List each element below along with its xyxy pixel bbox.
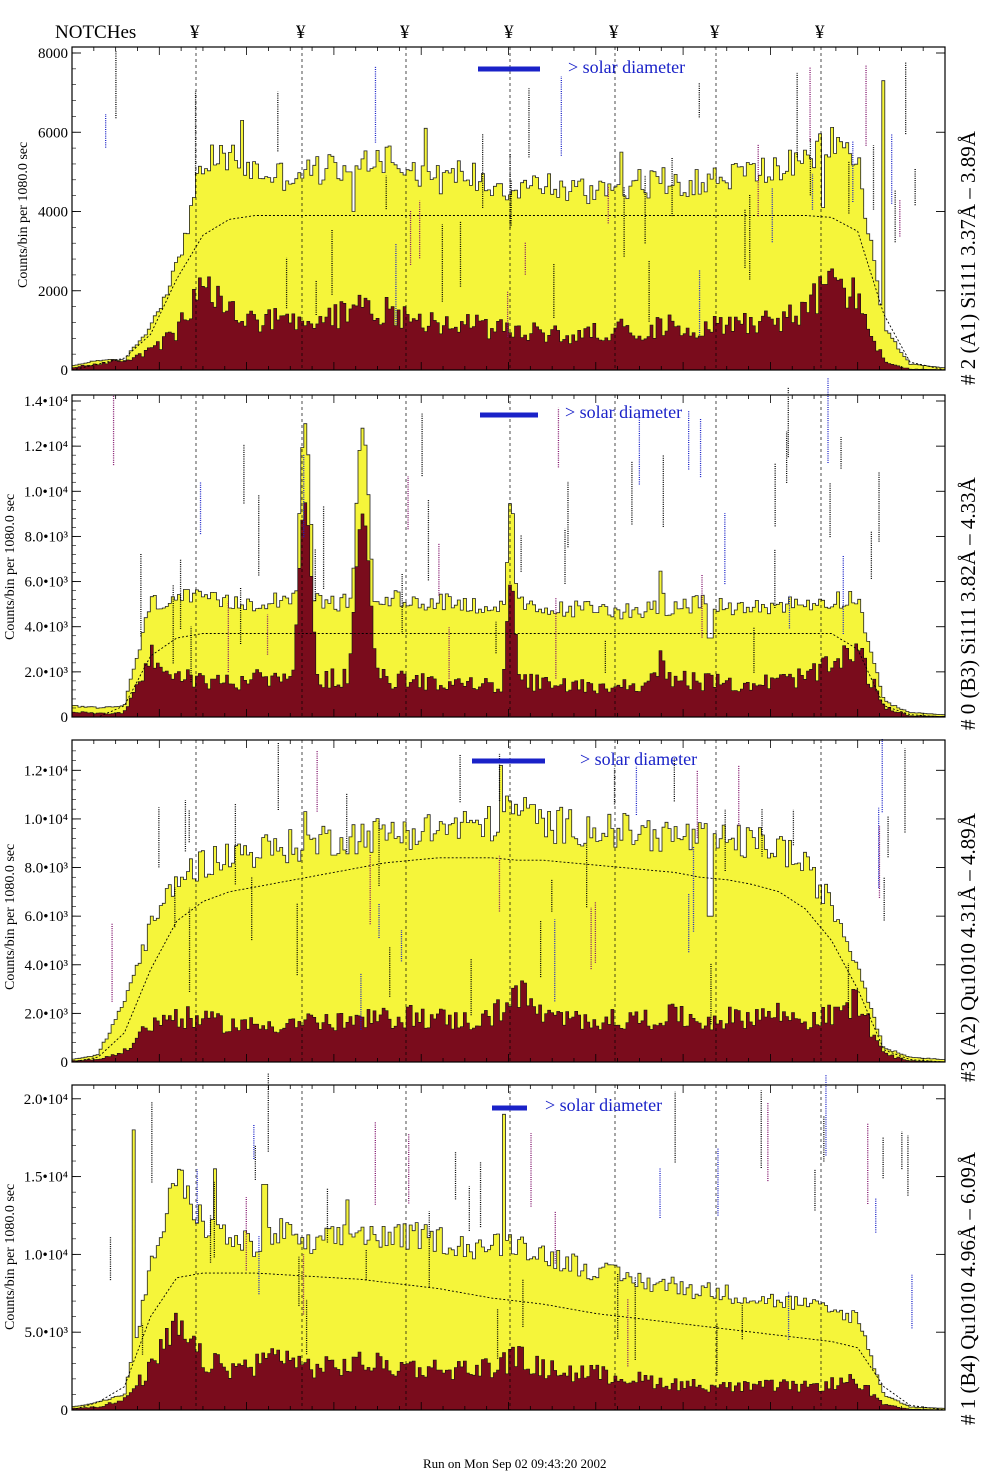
y-tick-label: 8.0•10³ — [25, 529, 69, 545]
y-tick-label: 2.0•10⁴ — [24, 1092, 68, 1108]
panel-a2: 0 2.0•10³ 4.0•10³ 6.0•10³ 8.0•10³ 1.0•10⁴ 1.2•… — [3, 739, 980, 1082]
y-tick-label: 1.0•10⁴ — [24, 1247, 68, 1263]
y-tick-label: 1.2•10⁴ — [24, 763, 68, 779]
y-tick-label: 1.2•10⁴ — [24, 439, 68, 455]
y-tick-label: 0 — [61, 1055, 69, 1071]
y-tick-label: 0 — [61, 363, 69, 379]
y-tick-label: 1.0•10⁴ — [24, 812, 68, 828]
panel-title: # 1 (B4) Qu1010 4.96Å – 6.09Å — [956, 1151, 980, 1425]
y-tick-label: 4.0•10³ — [25, 620, 69, 636]
y-tick-label: 2.0•10³ — [25, 1006, 69, 1022]
y-tick-label: 8000 — [38, 46, 68, 62]
panel-a1: 0 2000 4000 6000 8000 > solar diameter Count… — [16, 46, 980, 385]
y-tick-label: 0 — [61, 710, 69, 726]
y-axis-label: Counts/bin per 1080.0 sec — [16, 142, 31, 288]
y-tick-label: 4.0•10³ — [25, 958, 69, 974]
notch-marker-icon: ¥ — [190, 22, 200, 43]
y-tick-label: 1.0•10⁴ — [24, 484, 68, 500]
solar-diameter-label: > solar diameter — [580, 749, 697, 769]
total-counts-histogram — [71, 80, 946, 371]
y-tick-label: 8.0•10³ — [25, 861, 69, 877]
panel-a2-plot: 0 2.0•10³ 4.0•10³ 6.0•10³ 8.0•10³ 1.0•10⁴ 1.2•… — [24, 739, 946, 1071]
solar-diameter-label: > solar diameter — [568, 57, 685, 77]
panel-title: # 0 (B3) Si111 3.82Å – 4.33Å — [956, 476, 980, 730]
y-axis-label: Counts/bin per 1080.0 sec — [3, 494, 18, 640]
y-tick-label: 1.5•10⁴ — [24, 1170, 68, 1186]
panel-a1-plot: 0 2000 4000 6000 8000 — [38, 46, 946, 379]
background-counts-histogram — [71, 502, 946, 718]
notch-marker-icon: ¥ — [504, 22, 514, 43]
panel-title: # 2 (A1) Si111 3.37Å – 3.89Å — [956, 130, 980, 385]
panel-b3: 0 2.0•10³ 4.0•10³ 6.0•10³ 8.0•10³ 1.0•10⁴ 1.2•… — [3, 378, 980, 730]
y-tick-label: 6.0•10³ — [25, 575, 69, 591]
y-tick-label: 2.0•10³ — [25, 665, 69, 681]
y-tick-label: 1.4•10⁴ — [24, 394, 68, 410]
y-axis-label: Counts/bin per 1080.0 sec — [3, 1184, 18, 1330]
notch-markers: ¥ ¥ ¥ ¥ ¥ ¥ ¥ — [190, 22, 825, 43]
panel-title: #3 (A2) Qu1010 4.31Å – 4.89Å — [956, 812, 980, 1082]
notch-marker-icon: ¥ — [710, 22, 720, 43]
y-tick-label: 6.0•10³ — [25, 909, 69, 925]
notches-title: NOTCHes — [55, 22, 136, 43]
y-tick-label: 6000 — [38, 125, 68, 141]
notch-marker-icon: ¥ — [400, 22, 410, 43]
model-profile-curve — [71, 1272, 946, 1411]
solar-diameter-label: > solar diameter — [545, 1095, 662, 1115]
y-tick-label: 2000 — [38, 284, 68, 300]
run-timestamp: Run on Mon Sep 02 09:43:20 2002 — [423, 1456, 606, 1471]
model-profile-curve — [72, 633, 946, 718]
notch-marker-icon: ¥ — [815, 22, 825, 43]
total-counts-histogram — [71, 423, 946, 718]
total-counts-histogram — [71, 765, 946, 1063]
y-tick-label: 5.0•10³ — [25, 1325, 69, 1341]
solar-diameter-label: > solar diameter — [565, 402, 682, 422]
notch-marker-icon: ¥ — [296, 22, 306, 43]
panel-b3-plot: 0 2.0•10³ 4.0•10³ 6.0•10³ 8.0•10³ 1.0•10⁴ 1.2•… — [24, 378, 946, 726]
y-axis-label: Counts/bin per 1080.0 sec — [3, 844, 18, 990]
background-counts-histogram — [71, 980, 946, 1063]
panel-b4: 0 5.0•10³ 1.0•10⁴ 1.5•10⁴ 2.0•10⁴ > solar di… — [3, 1072, 980, 1425]
total-counts-histogram — [71, 1113, 946, 1411]
panel-b4-plot: 0 5.0•10³ 1.0•10⁴ 1.5•10⁴ 2.0•10⁴ — [24, 1072, 946, 1419]
y-tick-label: 4000 — [38, 205, 68, 221]
background-counts-histogram — [71, 268, 946, 371]
model-profile-curve — [71, 857, 946, 1063]
y-tick-label: 0 — [61, 1403, 69, 1419]
notch-marker-icon: ¥ — [609, 22, 619, 43]
